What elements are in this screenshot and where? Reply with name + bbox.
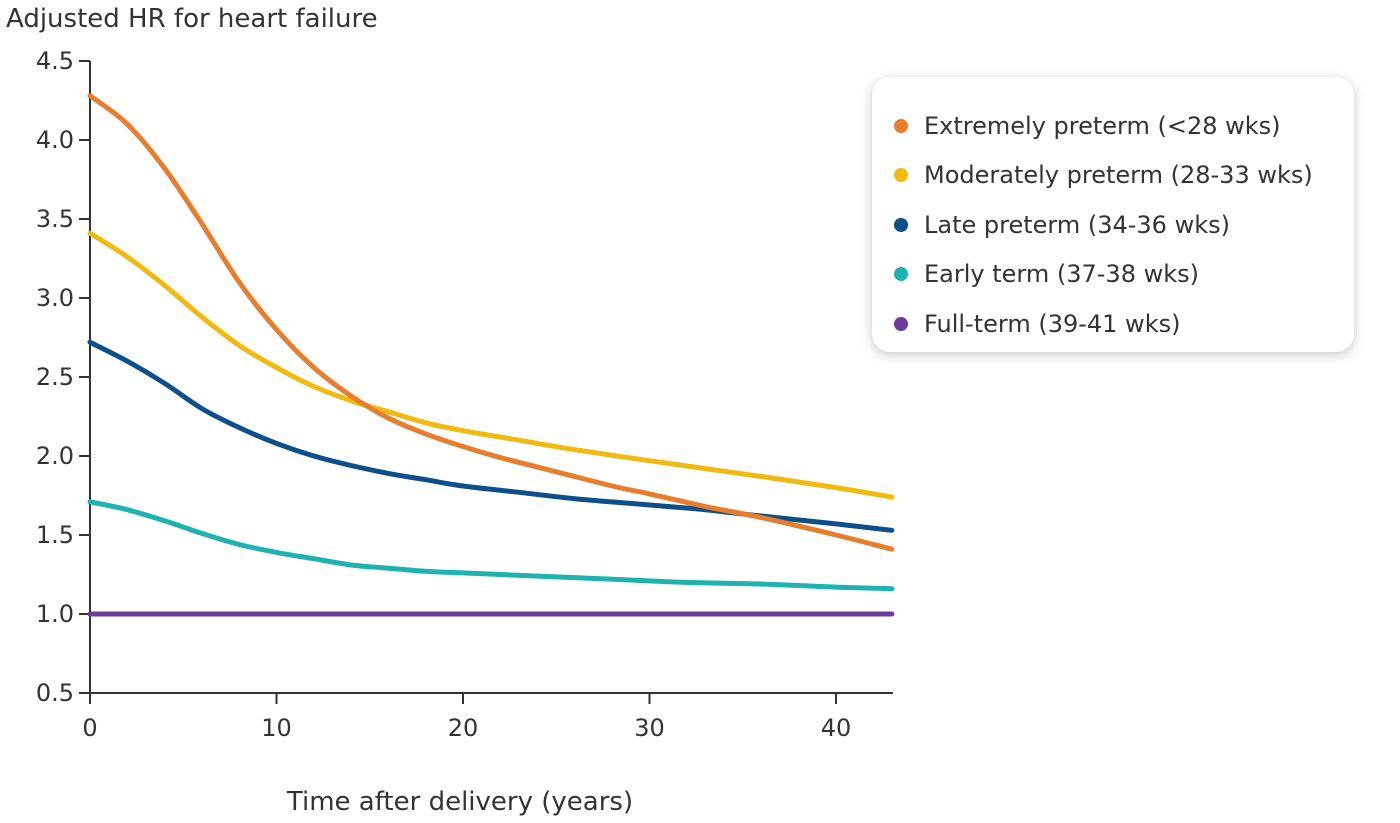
- y-tick-label: 2.5: [36, 363, 74, 391]
- y-axis-title: Adjusted HR for heart failure: [6, 4, 378, 34]
- y-tick-label: 1.0: [36, 600, 74, 628]
- axis-ticks: 0.5 1.0 1.5 2.0 2.5 3.0 3.5 4.0 4.5 0 10 20 30 40: [36, 47, 851, 742]
- legend-item: Early term (37-38 wks): [894, 250, 1354, 300]
- x-tick-label: 40: [821, 714, 852, 742]
- legend-marker-icon: [894, 118, 908, 133]
- series-line-moderately-preterm-28-33-wks: [87, 230, 895, 500]
- legend-item: Full-term (39-41 wks): [894, 299, 1354, 349]
- x-tick-label: 10: [261, 714, 292, 742]
- legend: Extremely preterm (<28 wks) Moderately pr…: [872, 77, 1354, 352]
- x-tick-label: 30: [634, 714, 665, 742]
- plot-area: [87, 93, 895, 617]
- y-tick-label: 2.0: [36, 442, 74, 470]
- legend-item: Late preterm (34-36 wks): [894, 200, 1354, 250]
- y-tick-label: 0.5: [36, 679, 74, 707]
- y-tick-label: 1.5: [36, 521, 74, 549]
- legend-label: Extremely preterm (<28 wks): [924, 111, 1281, 140]
- legend-label: Moderately preterm (28-33 wks): [924, 161, 1313, 190]
- legend-marker-icon: [894, 316, 908, 331]
- legend-label: Full-term (39-41 wks): [924, 309, 1181, 338]
- legend-marker-icon: [894, 267, 908, 282]
- legend-marker-icon: [894, 168, 908, 183]
- series-line-extremely-preterm-28-wks: [87, 93, 895, 552]
- x-axis-title: Time after delivery (years): [286, 787, 633, 817]
- legend-item: Extremely preterm (<28 wks): [894, 101, 1354, 151]
- x-tick-label: 0: [82, 714, 97, 742]
- series-line-early-term-37-38-wks: [87, 499, 895, 592]
- y-tick-label: 4.5: [36, 47, 74, 75]
- y-tick-label: 3.0: [36, 284, 74, 312]
- legend-marker-icon: [894, 217, 908, 232]
- y-tick-label: 3.5: [36, 205, 74, 233]
- legend-label: Late preterm (34-36 wks): [924, 210, 1230, 239]
- legend-item: Moderately preterm (28-33 wks): [894, 151, 1354, 201]
- legend-label: Early term (37-38 wks): [924, 260, 1199, 289]
- x-tick-label: 20: [448, 714, 479, 742]
- y-tick-label: 4.0: [36, 126, 74, 154]
